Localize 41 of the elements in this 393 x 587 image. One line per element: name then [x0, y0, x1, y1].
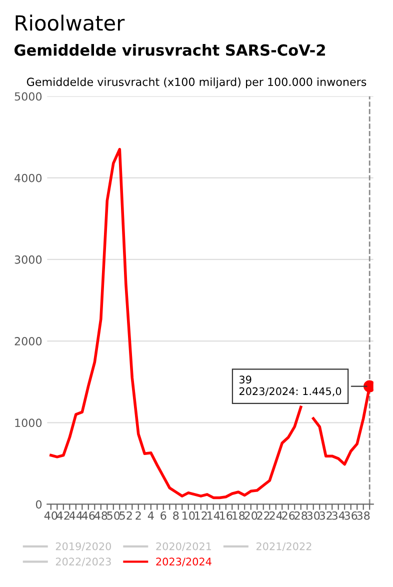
x-tick-label: 22	[257, 511, 270, 520]
x-tick-label: 12	[195, 511, 207, 520]
y-tick-label: 3000	[14, 255, 42, 264]
x-tick-label: 40	[44, 511, 58, 520]
x-tick-label: 14	[208, 512, 220, 520]
x-tick-label: 2	[136, 511, 141, 520]
text: 2022/2023	[56, 558, 111, 566]
y-tick-label: 1000	[15, 418, 42, 428]
x-tick-label: 16	[220, 511, 232, 520]
x-tick-label: 10	[182, 511, 195, 520]
x-tick-label: 36	[344, 511, 358, 520]
x-tick-label: 50	[107, 511, 120, 520]
x-tick-label: 4	[148, 512, 154, 520]
x-tick-label: 18	[232, 511, 245, 520]
x-tick-label: 38	[357, 511, 370, 520]
x-tick-label: 30	[307, 511, 320, 520]
annotation: 39 2023/2024: 1.445,0	[239, 376, 342, 396]
x-tick-label: 46	[82, 511, 95, 520]
x-tick-label: 20	[244, 511, 258, 520]
legend-label: 2023/2024	[156, 558, 212, 566]
y-tick-label: 5000	[14, 92, 42, 101]
x-tick-label: 44	[69, 512, 82, 520]
x-tick-label: 42	[56, 511, 70, 520]
x-tick-label: 28	[294, 511, 308, 520]
y-tick-label: 4000	[14, 174, 42, 182]
x-tick-label: 48	[94, 511, 108, 520]
text: 2019/2020	[56, 542, 112, 552]
chart-title: Rioolwater	[16, 14, 125, 31]
y-axis-title: Gemiddelde virusvracht (x100 miljard) per 100.000 inwoners	[26, 77, 366, 88]
text: 2020/2021	[156, 542, 212, 552]
x-tick-label: 34	[332, 511, 345, 520]
x-tick-label: 26	[282, 511, 295, 520]
x-tick-label: 52	[120, 511, 132, 520]
x-tick-label: 6	[160, 511, 166, 520]
y-tick-label: 2000	[14, 337, 42, 346]
x-tick-label: 32	[320, 511, 332, 520]
chart-subtitle: Gemiddelde virusvracht SARS-CoV-2	[14, 44, 325, 56]
y-tick-label: 0	[36, 500, 42, 509]
text: 2021/2022	[256, 542, 312, 552]
x-tick-label: 8	[173, 511, 179, 520]
x-tick-label: 24	[270, 511, 282, 520]
